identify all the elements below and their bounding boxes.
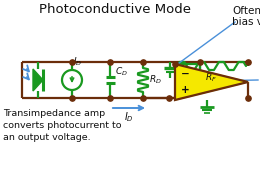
Text: $C_D$: $C_D$ [115, 66, 128, 78]
Text: $R_D$: $R_D$ [149, 74, 162, 86]
Text: +: + [181, 85, 190, 95]
Text: Often: Often [232, 6, 260, 16]
Text: $I_D$: $I_D$ [73, 55, 82, 68]
Text: $R_F$: $R_F$ [205, 72, 218, 84]
Text: $C_F$: $C_F$ [205, 72, 217, 84]
Text: bias vo: bias vo [232, 17, 260, 27]
Text: Transimpedance amp
converts photocurrent to
an output voltage.: Transimpedance amp converts photocurrent… [3, 109, 121, 142]
Polygon shape [175, 64, 248, 100]
Text: Photoconductive Mode: Photoconductive Mode [39, 3, 191, 16]
Polygon shape [33, 69, 43, 91]
Text: −: − [181, 69, 190, 79]
Text: $I_D$: $I_D$ [124, 110, 134, 124]
